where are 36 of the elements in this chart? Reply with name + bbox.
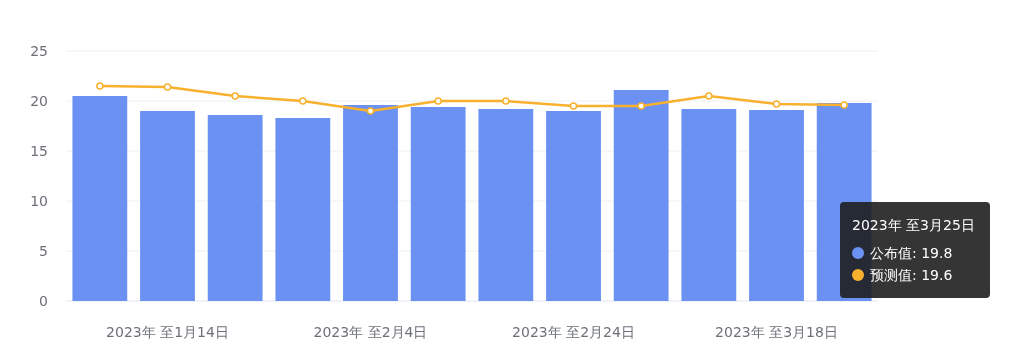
bar <box>275 118 331 301</box>
point <box>569 102 578 110</box>
y-tick-label: 5 <box>39 243 48 259</box>
point <box>705 92 713 100</box>
bar <box>478 109 534 301</box>
y-tick-label: 25 <box>30 43 48 59</box>
bar <box>546 111 601 301</box>
point <box>434 97 442 105</box>
point <box>299 97 307 105</box>
annotation: 2023年 至3月25日 <box>852 217 975 233</box>
annotation: 预测值: 19.6 <box>870 267 953 283</box>
bar <box>140 111 195 301</box>
y-tick-label: 20 <box>30 93 48 109</box>
x-tick-label: 2023年 至3月18日 <box>715 324 838 340</box>
point <box>231 92 239 100</box>
bar <box>410 107 466 301</box>
bar <box>613 90 669 301</box>
bar <box>681 109 737 301</box>
y-tick-label: 0 <box>39 293 48 309</box>
point <box>637 102 645 110</box>
bar <box>72 96 128 301</box>
x-tick-label: 2023年 至2月4日 <box>313 324 428 340</box>
bar <box>343 105 398 301</box>
x-tick-label: 2023年 至1月14日 <box>106 324 229 340</box>
bar <box>207 115 263 301</box>
x-tick-label: 2023年 至2月24日 <box>512 324 635 340</box>
point <box>840 101 848 109</box>
point <box>366 107 375 115</box>
point <box>163 83 172 91</box>
y-tick-label: 10 <box>30 193 48 209</box>
point <box>772 100 781 108</box>
point <box>96 82 104 90</box>
y-tick-label: 15 <box>30 143 48 159</box>
annotation: 公布值: 19.8 <box>870 245 953 261</box>
bar <box>749 110 804 301</box>
point <box>502 97 510 105</box>
